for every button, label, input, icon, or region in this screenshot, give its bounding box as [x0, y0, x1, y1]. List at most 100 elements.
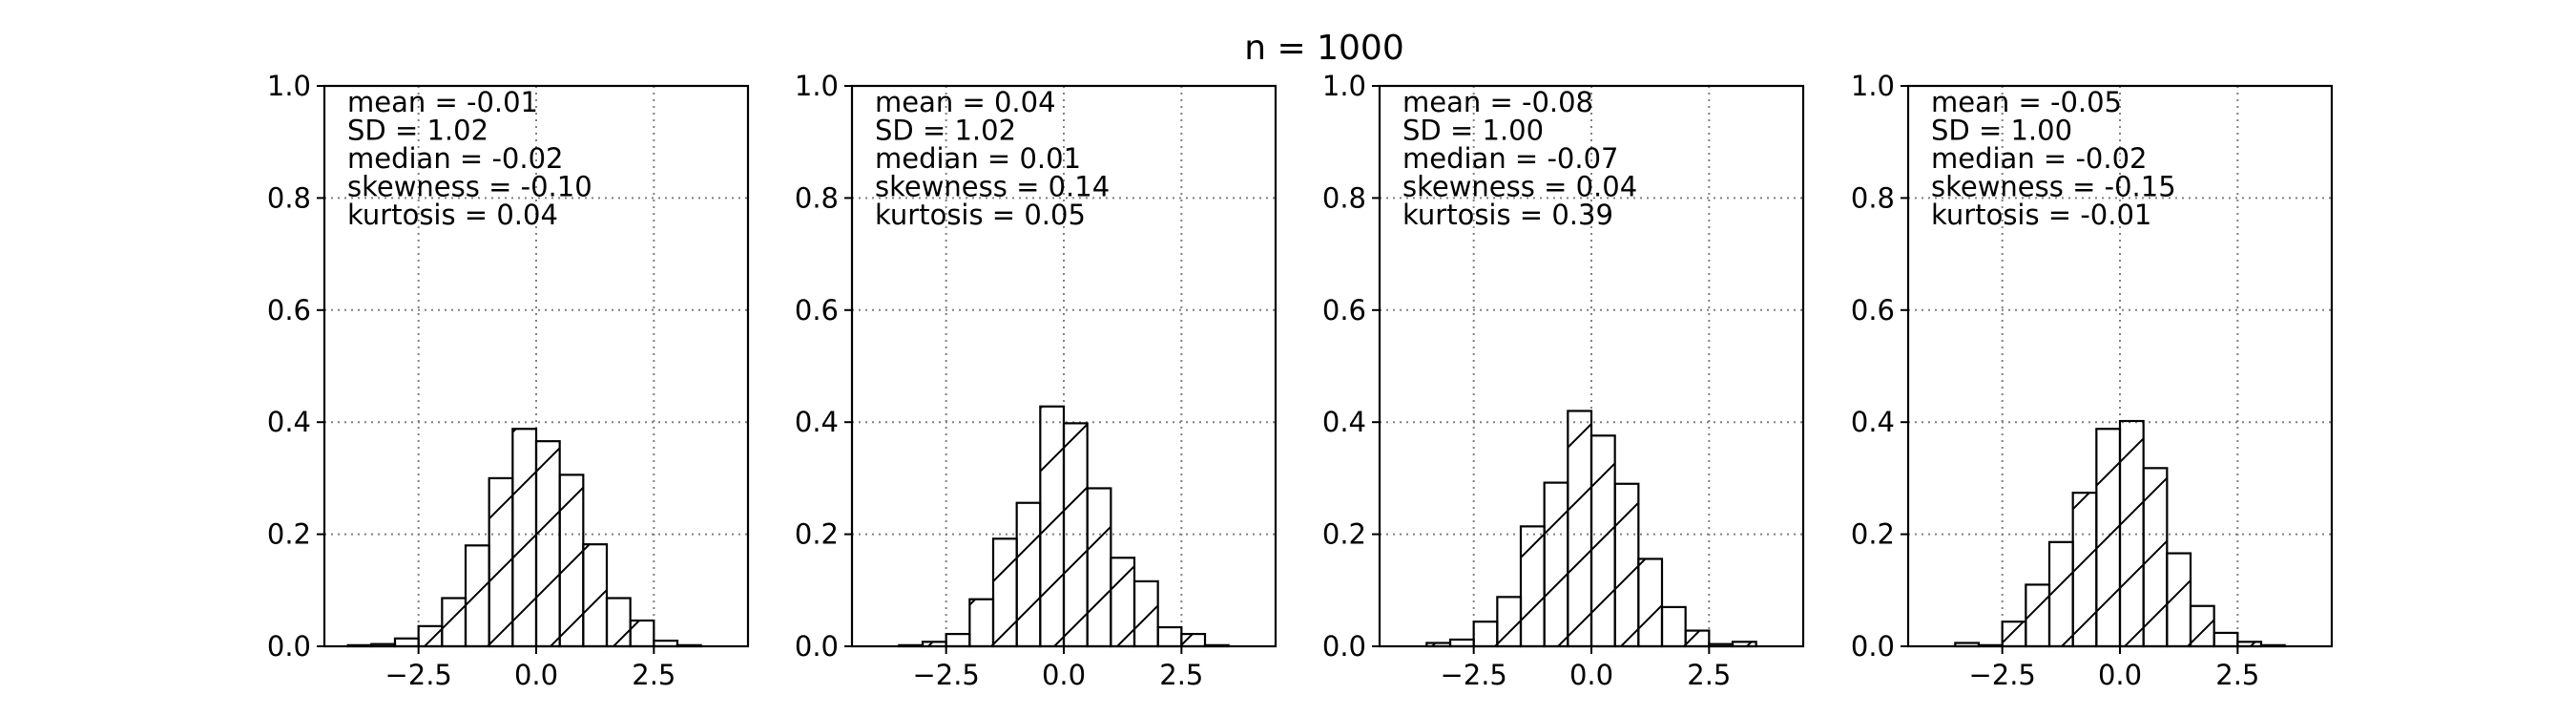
figure-title: n = 1000 [1244, 29, 1403, 68]
y-tick-label: 0.4 [267, 406, 311, 438]
histogram-bar [1472, 621, 1499, 648]
stats-annotation-line: SD = 1.00 [1931, 115, 2072, 147]
x-tick-label: −2.5 [1440, 659, 1506, 691]
histogram-bar [2095, 428, 2122, 648]
y-tick-label: 0.4 [1851, 406, 1895, 438]
histogram-bar [1613, 482, 1640, 648]
y-tick-label: 1.0 [1851, 70, 1895, 102]
stats-annotation-line: mean = -0.08 [1402, 86, 1593, 118]
histogram-panel-1: −2.5 0.0 2.5 0.0 0.2 0.4 0.6 0.8 1.0 mean = -0.01… [267, 70, 750, 691]
stats-annotation-line: skewness = 0.04 [1402, 171, 1637, 203]
y-tick-label: 1.0 [267, 70, 311, 102]
histogram-bar [1496, 596, 1523, 648]
histogram-bar [1110, 557, 1136, 648]
stats-annotation-line: skewness = 0.14 [875, 171, 1110, 203]
stats-annotation-line: kurtosis = 0.05 [875, 199, 1086, 231]
stats-annotation-line: kurtosis = 0.39 [1402, 199, 1613, 231]
histogram-bar [1519, 525, 1546, 648]
histogram-bar [1132, 579, 1159, 648]
x-tick-label: 0.0 [2098, 659, 2142, 691]
histogram-bar [1062, 422, 1089, 648]
histogram-bar [393, 637, 420, 648]
y-tick-label: 0.0 [1322, 630, 1366, 663]
stats-annotation-line: SD = 1.02 [347, 115, 488, 147]
histogram-bar [945, 632, 971, 648]
stats-annotation-line: mean = 0.04 [875, 86, 1056, 118]
x-tick-label: 2.5 [1159, 659, 1203, 691]
panels: −2.5 0.0 2.5 0.0 0.2 0.4 0.6 0.8 1.0 mean = -0.01… [267, 70, 2334, 691]
histogram-bar [2189, 604, 2215, 648]
y-tick-label: 0.6 [267, 294, 311, 326]
histogram-bar [464, 544, 490, 648]
histogram-bar [1637, 558, 1664, 648]
histogram-bar [1543, 481, 1569, 648]
histogram-bar [2142, 467, 2169, 648]
y-tick-label: 0.0 [795, 630, 839, 663]
histogram-bar [2047, 540, 2074, 648]
x-tick-label: −2.5 [384, 659, 451, 691]
histogram-bar [2025, 583, 2051, 648]
y-tick-label: 0.6 [795, 294, 839, 326]
stats-annotation-line: skewness = -0.10 [347, 171, 592, 203]
histogram-panel-2: −2.5 0.0 2.5 0.0 0.2 0.4 0.6 0.8 1.0 mean = 0.04S… [795, 70, 1278, 691]
histogram-bar [2118, 419, 2145, 648]
histogram-bar [2001, 621, 2027, 648]
histogram-bar [1589, 434, 1616, 648]
histogram-bar [1567, 410, 1593, 648]
x-tick-label: 2.5 [1687, 659, 1731, 691]
y-tick-label: 0.4 [1322, 406, 1366, 438]
y-tick-label: 0.0 [267, 630, 311, 663]
y-tick-label: 0.2 [1851, 518, 1895, 551]
stats-annotation-line: median = -0.02 [1931, 142, 2147, 175]
histogram-bar [2071, 492, 2098, 648]
histogram-bar [534, 440, 561, 648]
histogram-bar [605, 597, 632, 648]
x-tick-label: 2.5 [632, 659, 675, 691]
histogram-bar [558, 474, 585, 648]
stats-annotation-line: median = 0.01 [875, 142, 1081, 175]
x-tick-label: 0.0 [514, 659, 558, 691]
histogram-bar [417, 624, 444, 648]
histogram-bar [511, 428, 538, 648]
y-tick-label: 0.8 [1851, 181, 1895, 214]
y-tick-label: 0.0 [1851, 630, 1895, 663]
y-tick-label: 0.6 [1851, 294, 1895, 326]
stats-annotation-line: kurtosis = 0.04 [347, 199, 558, 231]
stats-annotation-line: median = -0.07 [1402, 142, 1618, 175]
histogram-bar [1684, 629, 1711, 648]
histogram-bar [582, 543, 609, 648]
stats-annotation-line: mean = -0.05 [1931, 86, 2122, 118]
histogram-bar [441, 597, 467, 648]
y-tick-label: 0.2 [267, 518, 311, 551]
histogram-panel-3: −2.5 0.0 2.5 0.0 0.2 0.4 0.6 0.8 1.0 mean = -0.08… [1322, 70, 1805, 691]
histogram-panel-4: −2.5 0.0 2.5 0.0 0.2 0.4 0.6 0.8 1.0 mean = -0.05… [1851, 70, 2334, 691]
x-tick-label: 0.0 [1042, 659, 1086, 691]
y-tick-label: 0.2 [795, 518, 839, 551]
y-tick-label: 0.4 [795, 406, 839, 438]
histogram-bar [629, 619, 655, 648]
stats-annotation-line: mean = -0.01 [347, 86, 538, 118]
histogram-bar [1156, 625, 1183, 648]
x-tick-label: 2.5 [2215, 659, 2259, 691]
stats-annotation-line: SD = 1.00 [1402, 115, 1544, 147]
histogram-bar [968, 598, 995, 648]
histogram-bar [2212, 631, 2239, 648]
histogram-bar [991, 537, 1018, 648]
y-tick-label: 1.0 [795, 70, 839, 102]
y-tick-label: 0.6 [1322, 294, 1366, 326]
y-tick-label: 0.8 [267, 181, 311, 214]
stats-annotation-line: kurtosis = -0.01 [1931, 199, 2151, 231]
y-tick-label: 0.8 [795, 181, 839, 214]
x-tick-label: 0.0 [1569, 659, 1613, 691]
histogram-bar [1015, 501, 1042, 648]
stats-annotation-line: median = -0.02 [347, 142, 563, 175]
x-tick-label: −2.5 [1968, 659, 2035, 691]
histogram-bar [1039, 405, 1066, 648]
histogram-bar [2166, 552, 2192, 648]
y-tick-label: 1.0 [1322, 70, 1366, 102]
y-tick-label: 0.2 [1322, 518, 1366, 551]
histogram-bar [488, 476, 514, 648]
histogram-bar [1086, 487, 1112, 648]
x-tick-label: −2.5 [912, 659, 979, 691]
